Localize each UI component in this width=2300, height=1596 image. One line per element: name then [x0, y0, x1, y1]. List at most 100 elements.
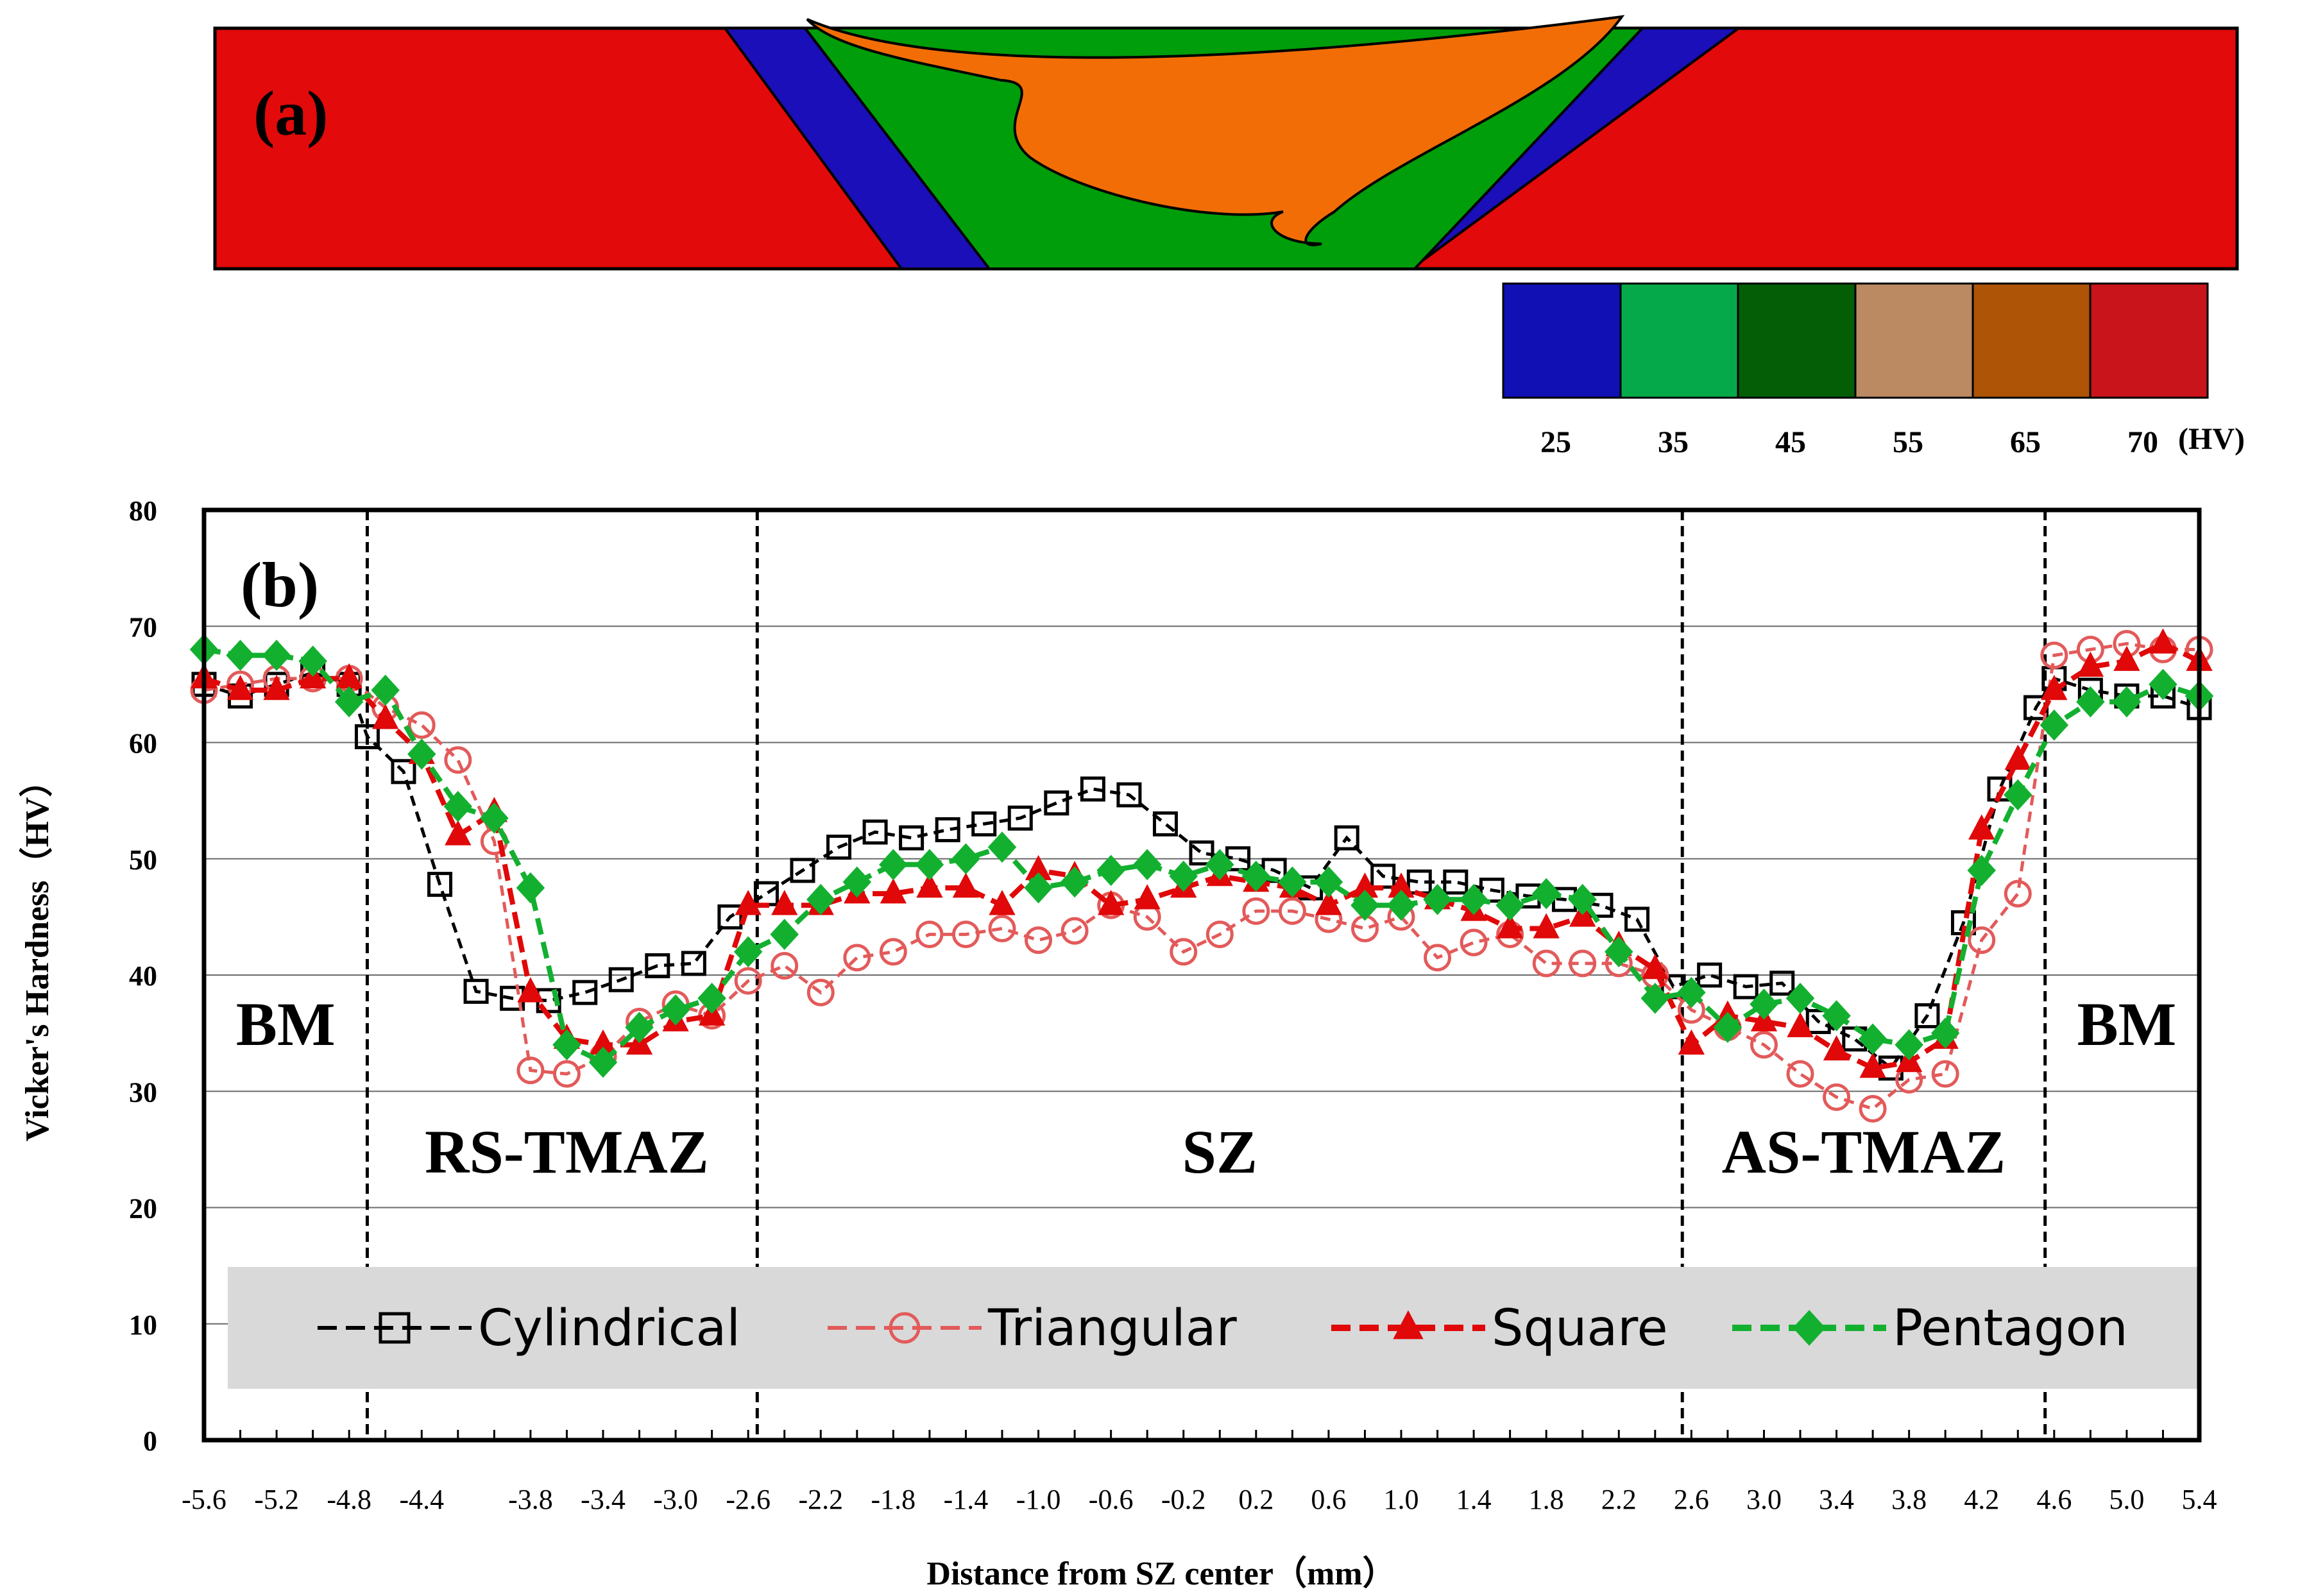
- x-tick-label: 5.4: [2182, 1484, 2217, 1515]
- x-tick-label: -4.8: [327, 1484, 371, 1515]
- data-point: [2113, 645, 2140, 671]
- colorbar-swatch: [1854, 282, 1974, 399]
- data-point: [517, 977, 544, 1003]
- data-point: [2004, 879, 2032, 908]
- series-pentagon: [189, 634, 2214, 1078]
- x-tick-label: 4.2: [1964, 1484, 1999, 1515]
- x-tick-label: 3.4: [1819, 1484, 1854, 1515]
- data-point: [806, 883, 835, 915]
- colorbar-swatch: [1502, 282, 1622, 399]
- data-point: [899, 825, 924, 851]
- data-point: [371, 674, 400, 706]
- legend-label: Triangular: [987, 1300, 1238, 1357]
- colorbar-swatch: [2089, 282, 2209, 399]
- data-point: [1533, 913, 1560, 938]
- data-point: [661, 994, 690, 1026]
- data-point: [1350, 889, 1379, 921]
- data-point: [1678, 1029, 1705, 1055]
- data-point: [1733, 974, 1759, 999]
- data-point: [1025, 926, 1053, 955]
- data-point: [1134, 884, 1161, 910]
- y-tick-label: 30: [129, 1076, 157, 1108]
- data-point: [733, 936, 763, 968]
- x-tick-label: -1.8: [871, 1484, 916, 1515]
- region-label: AS-TMAZ: [1722, 1117, 2006, 1186]
- data-point: [989, 890, 1016, 915]
- y-tick-labels: 0 10 20 30 40 50 60 70 80: [129, 495, 157, 1457]
- colorbar-value: 55: [1893, 425, 1923, 459]
- data-point: [2040, 641, 2068, 670]
- data-point: [1823, 1035, 1850, 1061]
- data-point: [407, 711, 436, 739]
- data-point: [806, 978, 835, 1006]
- y-tick-label: 10: [129, 1309, 157, 1341]
- data-point: [645, 953, 670, 978]
- data-point: [443, 790, 473, 822]
- data-point: [771, 890, 798, 915]
- x-tick-label: 3.0: [1746, 1484, 1782, 1515]
- y-tick-label: 20: [129, 1193, 157, 1225]
- colorbar-swatch: [1619, 282, 1739, 399]
- legend: Cylindrical Triangular Square Pentagon: [318, 1300, 2128, 1357]
- data-point: [1895, 1029, 1923, 1061]
- colorbar-value: 70: [2127, 425, 2158, 459]
- x-axis-title: Distance from SZ center（mm）: [926, 1555, 1395, 1592]
- data-point: [334, 686, 364, 718]
- data-point: [1495, 889, 1524, 921]
- data-point: [697, 982, 726, 1014]
- data-point: [391, 759, 416, 785]
- panel-a: (a) 25 35 45 55 65 70 (HV): [213, 15, 2245, 459]
- data-point: [552, 1060, 581, 1088]
- data-point: [1787, 1012, 1814, 1037]
- series-line: [203, 640, 2201, 1071]
- data-point: [1080, 776, 1105, 802]
- legend-marker: [1393, 1310, 1424, 1339]
- data-point: [2040, 709, 2069, 741]
- data-point: [262, 640, 291, 671]
- x-tick-label: -5.2: [254, 1484, 299, 1515]
- y-axis-title: Vicker's Hardness（HV）: [19, 764, 56, 1142]
- data-point: [1423, 883, 1452, 915]
- data-point: [1096, 854, 1125, 887]
- series-layer: [189, 628, 2214, 1123]
- data-point: [226, 640, 255, 671]
- y-tick-label: 50: [129, 844, 157, 876]
- data-point: [842, 866, 872, 898]
- data-point: [1334, 825, 1359, 851]
- data-point: [880, 878, 907, 904]
- data-point: [1859, 1094, 1887, 1123]
- colorbar-value: 45: [1775, 425, 1806, 459]
- data-point: [971, 811, 997, 836]
- data-point: [298, 645, 327, 677]
- data-point: [879, 938, 907, 966]
- data-point: [427, 872, 453, 897]
- y-gridlines: [204, 625, 2199, 1325]
- data-point: [951, 843, 980, 875]
- data-point: [2004, 779, 2032, 811]
- colorbar-swatch: [1737, 282, 1857, 399]
- x-tick-label: 3.8: [1891, 1484, 1927, 1515]
- plot-frame: [201, 507, 2202, 1443]
- data-point: [1205, 921, 1234, 949]
- data-point: [916, 872, 943, 898]
- legend-label: Square: [1492, 1300, 1668, 1357]
- data-point: [843, 944, 871, 972]
- data-point: [1314, 866, 1343, 898]
- data-point: [1914, 1003, 1940, 1028]
- colorbar-value: 35: [1658, 425, 1689, 459]
- region-label: RS-TMAZ: [425, 1117, 709, 1186]
- data-point: [1060, 866, 1089, 898]
- y-tick-label: 40: [129, 960, 157, 992]
- colorbar-swatch: [1972, 282, 2091, 399]
- data-point: [263, 674, 290, 700]
- x-tick-label: 4.6: [2036, 1484, 2072, 1515]
- data-point: [463, 978, 489, 1004]
- x-tick-label: -3.4: [581, 1484, 626, 1515]
- colorbar-value: 25: [1540, 425, 1571, 459]
- data-point: [1242, 897, 1270, 925]
- data-point: [1024, 872, 1053, 904]
- data-point: [681, 951, 706, 976]
- stir-zone: [806, 15, 1625, 246]
- data-point: [1479, 878, 1504, 903]
